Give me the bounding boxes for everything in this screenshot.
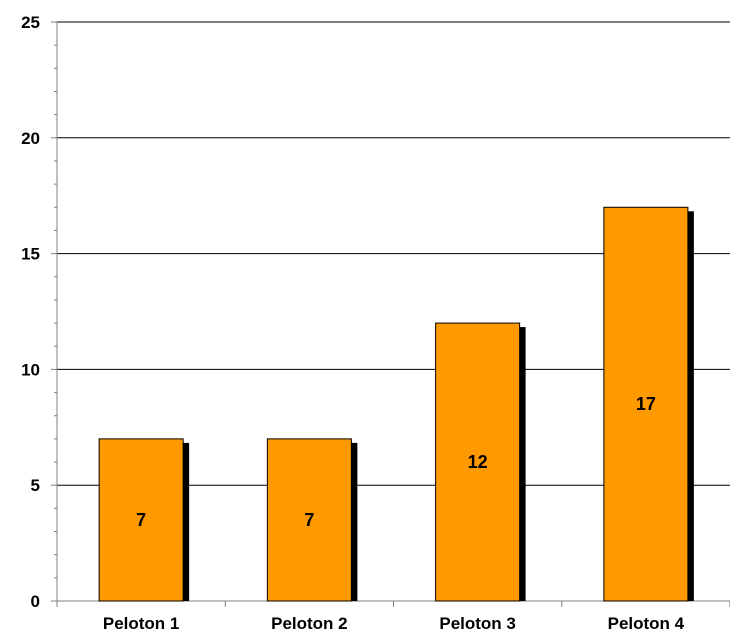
labels: 0 5 10 15 20 25 7 Peloton 1 7 Peloton 2 12 Peloton …: [21, 13, 685, 633]
bar-peloton-2: [266, 438, 352, 602]
data-label: 7: [136, 510, 146, 530]
bar-peloton-1: [98, 438, 184, 602]
x-category-label: Peloton 4: [608, 614, 685, 633]
bars: [98, 206, 694, 602]
y-tick-label-10: 10: [21, 360, 40, 379]
x-category-label: Peloton 3: [439, 614, 516, 633]
y-tick-label-5: 5: [31, 476, 40, 495]
x-category-label: Peloton 2: [271, 614, 348, 633]
x-category-label: Peloton 1: [103, 614, 180, 633]
y-tick-label-25: 25: [21, 13, 40, 32]
data-label: 17: [636, 394, 656, 414]
data-label: 7: [304, 510, 314, 530]
bar-peloton-4: [603, 206, 689, 602]
bar-peloton-3: [435, 322, 521, 602]
y-tick-label-15: 15: [21, 245, 40, 264]
data-label: 12: [468, 452, 488, 472]
y-tick-label-20: 20: [21, 129, 40, 148]
y-tick-label-0: 0: [31, 592, 40, 611]
